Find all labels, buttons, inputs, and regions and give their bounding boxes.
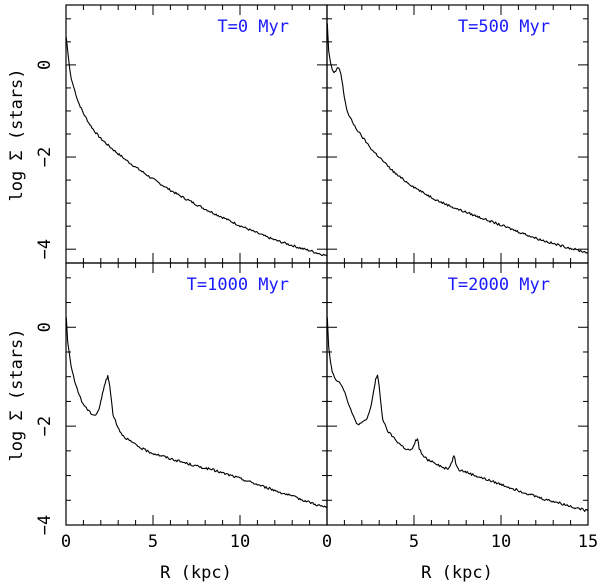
panel-frame bbox=[326, 262, 589, 526]
y-tick-label: −4 bbox=[35, 239, 55, 259]
panel-frame bbox=[65, 262, 328, 526]
y-tick-label: −2 bbox=[35, 147, 55, 167]
panel-title: T=0 Myr bbox=[217, 17, 289, 37]
x-axis-label-right: R (kpc) bbox=[421, 563, 493, 583]
y-tick-label: 0 bbox=[35, 60, 55, 70]
y-axis-label-bottom: log Σ (stars) bbox=[7, 328, 27, 461]
series-line-t2000 bbox=[326, 317, 589, 512]
panel-t1000: 0 −2 −4 0 5 10 T=1000 Myr bbox=[35, 262, 328, 552]
panel-title: T=500 Myr bbox=[458, 17, 550, 37]
x-tick-label: 5 bbox=[409, 532, 419, 552]
y-tick-label: −2 bbox=[35, 416, 55, 436]
panel-t2000: 0 5 10 15 T=2000 Myr bbox=[322, 262, 598, 552]
series-line-t0 bbox=[65, 37, 328, 257]
x-tick-label: 5 bbox=[148, 532, 158, 552]
x-axis-label-left: R (kpc) bbox=[160, 563, 232, 583]
panel-title: T=2000 Myr bbox=[448, 275, 550, 295]
x-tick-label: 10 bbox=[491, 532, 511, 552]
y-tick-label: 0 bbox=[35, 322, 55, 332]
series-line-t500 bbox=[326, 23, 589, 254]
x-tick-label: 10 bbox=[230, 532, 250, 552]
x-tick-label: 0 bbox=[61, 532, 71, 552]
y-axis-label-top: log Σ (stars) bbox=[7, 68, 27, 201]
panel-frame bbox=[65, 4, 328, 264]
panel-t500: T=500 Myr bbox=[326, 4, 589, 264]
y-tick-label: −4 bbox=[35, 515, 55, 535]
x-tick-label: 15 bbox=[578, 532, 598, 552]
x-tick-label: 0 bbox=[322, 532, 332, 552]
panel-title: T=1000 Myr bbox=[187, 275, 289, 295]
panel-t0: 0 −2 −4 T=0 Myr bbox=[35, 4, 328, 264]
series-line-t1000 bbox=[65, 317, 328, 509]
panel-frame bbox=[326, 4, 589, 264]
